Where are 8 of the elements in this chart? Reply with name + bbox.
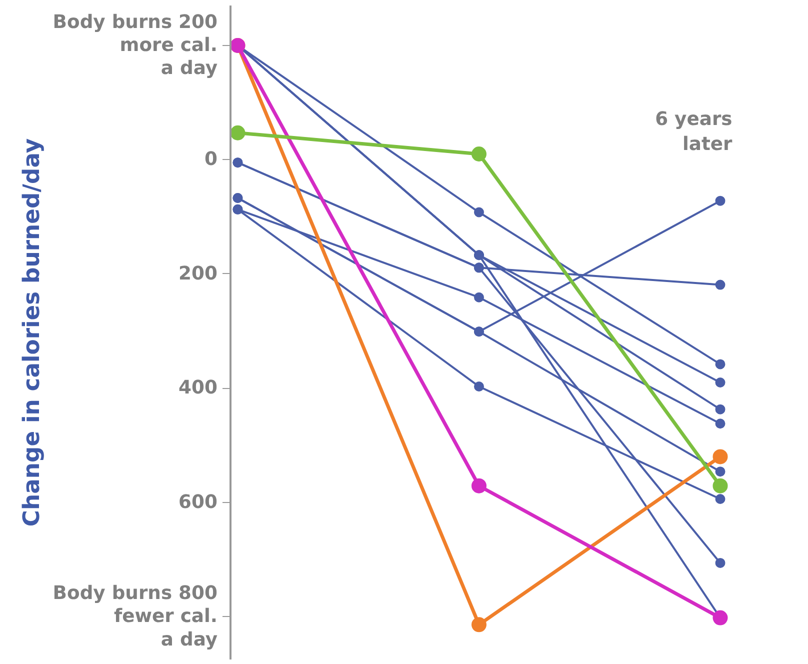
y-tick-label: Body burns 200 more cal. a day bbox=[52, 12, 218, 80]
y-tick-label: 400 bbox=[178, 378, 218, 399]
y-tick-label: 600 bbox=[178, 492, 218, 513]
y-axis-title: Change in calories burned/day bbox=[18, 138, 45, 527]
y-tick-label: 0 bbox=[204, 149, 218, 170]
annotation: 6 years later bbox=[655, 108, 734, 156]
y-tick-label: 200 bbox=[178, 263, 218, 284]
y-tick-label: Body burns 800 fewer cal. a day bbox=[52, 583, 218, 650]
